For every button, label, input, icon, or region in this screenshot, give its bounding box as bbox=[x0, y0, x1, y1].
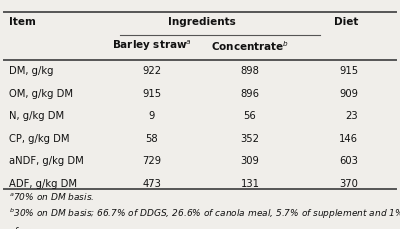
Text: 896: 896 bbox=[240, 88, 260, 98]
Text: 56: 56 bbox=[244, 111, 256, 121]
Text: 898: 898 bbox=[240, 66, 260, 76]
Text: N, g/kg DM: N, g/kg DM bbox=[9, 111, 64, 121]
Text: 23: 23 bbox=[345, 111, 358, 121]
Text: ADF, g/kg DM: ADF, g/kg DM bbox=[9, 178, 77, 188]
Text: Item: Item bbox=[9, 17, 36, 27]
Text: 922: 922 bbox=[142, 66, 162, 76]
Text: CP, g/kg DM: CP, g/kg DM bbox=[9, 133, 69, 143]
Text: Diet: Diet bbox=[334, 17, 358, 27]
Text: of urea.: of urea. bbox=[9, 226, 44, 229]
Text: 909: 909 bbox=[339, 88, 358, 98]
Text: 915: 915 bbox=[142, 88, 162, 98]
Text: 146: 146 bbox=[339, 133, 358, 143]
Text: 352: 352 bbox=[240, 133, 260, 143]
Text: 309: 309 bbox=[240, 156, 260, 166]
Text: Ingredients: Ingredients bbox=[168, 17, 236, 27]
Text: 370: 370 bbox=[339, 178, 358, 188]
Text: 131: 131 bbox=[240, 178, 260, 188]
Text: 9: 9 bbox=[149, 111, 155, 121]
Text: Barley straw$^a$: Barley straw$^a$ bbox=[112, 39, 192, 53]
Text: 473: 473 bbox=[142, 178, 162, 188]
Text: aNDF, g/kg DM: aNDF, g/kg DM bbox=[9, 156, 84, 166]
Text: $^a$70% on DM basis.: $^a$70% on DM basis. bbox=[9, 190, 94, 201]
Text: DM, g/kg: DM, g/kg bbox=[9, 66, 53, 76]
Text: 603: 603 bbox=[339, 156, 358, 166]
Text: 729: 729 bbox=[142, 156, 162, 166]
Text: 915: 915 bbox=[339, 66, 358, 76]
Text: Concentrate$^b$: Concentrate$^b$ bbox=[211, 39, 289, 53]
Text: 58: 58 bbox=[146, 133, 158, 143]
Text: OM, g/kg DM: OM, g/kg DM bbox=[9, 88, 73, 98]
Text: $^b$30% on DM basis; 66.7% of DDGS, 26.6% of canola meal, 5.7% of supplement and: $^b$30% on DM basis; 66.7% of DDGS, 26.6… bbox=[9, 206, 400, 220]
